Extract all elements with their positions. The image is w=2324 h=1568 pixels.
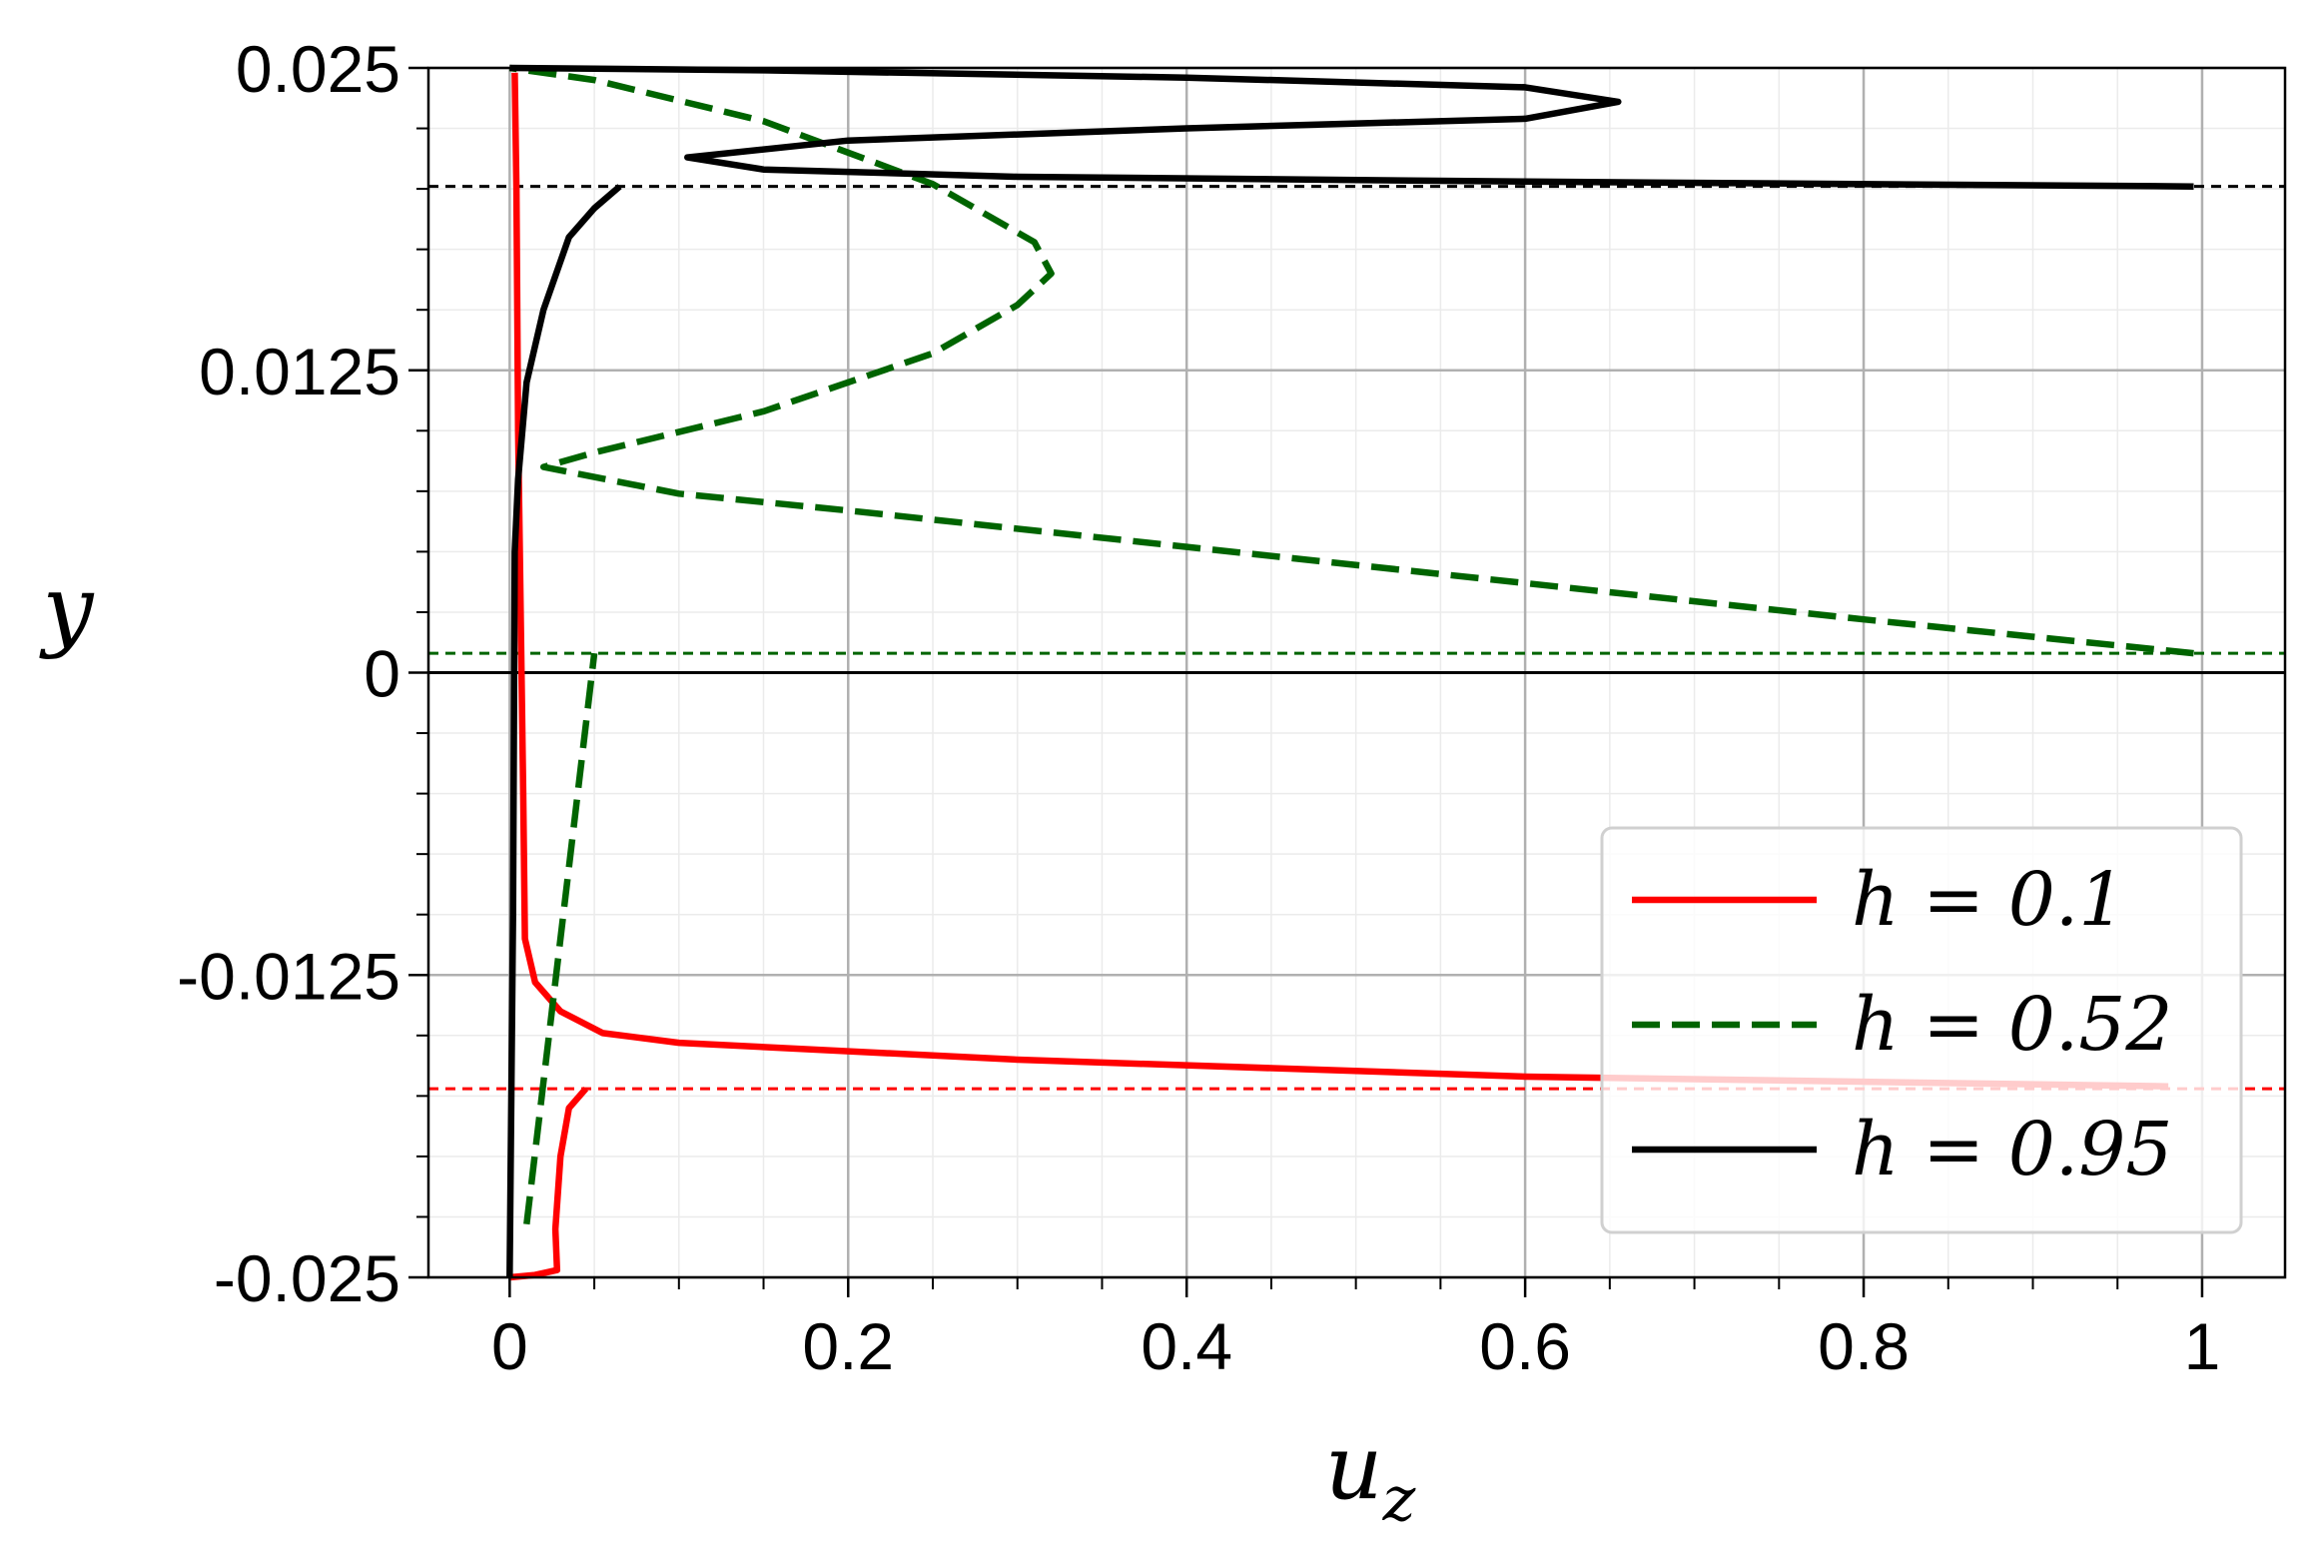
x-label-main: u (1325, 1415, 1383, 1520)
x-tick-label: 0.6 (1479, 1309, 1571, 1383)
y-tick-label: 0.025 (236, 32, 400, 106)
y-tick-label: -0.025 (214, 1241, 400, 1315)
x-tick-label: 0.8 (1818, 1309, 1910, 1383)
legend-label: h = 0.52 (1852, 982, 2172, 1068)
x-tick-label: 1 (2184, 1309, 2221, 1383)
data-line (508, 64, 2194, 1225)
axes-frame (426, 66, 2287, 1279)
y-tick-label: 0.0125 (199, 335, 400, 408)
data-line (508, 72, 2169, 1281)
legend: h = 0.1 h = 0.52 h = 0.95 (1600, 826, 2243, 1234)
legend-label: h = 0.95 (1852, 1107, 2172, 1192)
data-line (506, 64, 2194, 1278)
legend-box (1600, 826, 2243, 1234)
x-tick-label: 0.2 (802, 1309, 894, 1383)
y-tick-label: -0.0125 (177, 939, 400, 1013)
legend-label: h = 0.1 (1852, 857, 2125, 943)
x-axis-label: uz (1325, 1415, 1416, 1535)
x-tick-label: 0.4 (1141, 1309, 1232, 1383)
y-axis-label: y (39, 556, 95, 661)
y-tick-label: 0 (364, 637, 400, 711)
x-label-subscript: z (1382, 1462, 1416, 1535)
x-tick-label: 0 (491, 1309, 528, 1383)
plot-area (428, 64, 2285, 1281)
axes: 0 0.2 0.4 0.6 0.8 1 -0.025 -0.0125 0 0.0125 0.025 (177, 32, 2287, 1383)
